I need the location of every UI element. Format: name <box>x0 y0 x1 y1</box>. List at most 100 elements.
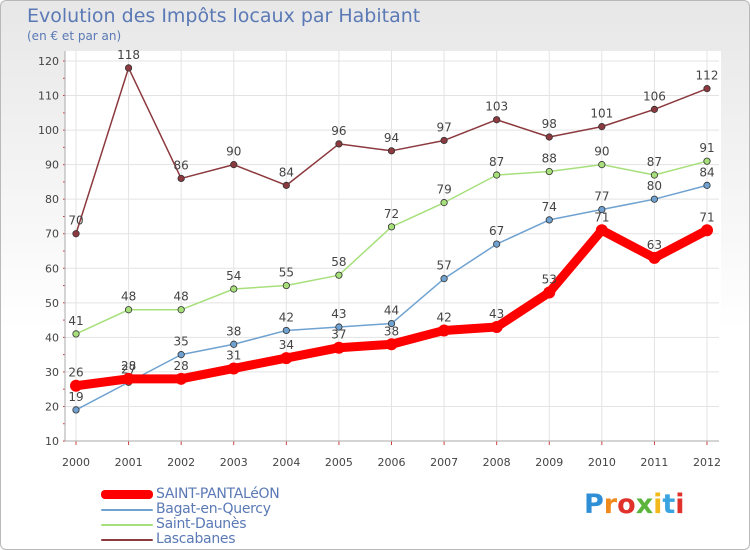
y-tick-label: 120 <box>38 55 59 68</box>
data-label: 103 <box>485 100 508 114</box>
x-tick-label: 2006 <box>378 456 406 469</box>
data-label: 38 <box>384 324 399 338</box>
data-label: 79 <box>436 183 451 197</box>
data-point <box>122 372 135 385</box>
data-point <box>598 161 606 169</box>
data-label: 98 <box>542 117 557 131</box>
data-point <box>177 174 185 183</box>
data-label: 84 <box>699 165 714 179</box>
data-label: 77 <box>594 190 609 204</box>
legend-item: Bagat-en-Quercy <box>101 502 279 517</box>
data-point <box>490 321 503 333</box>
x-tick-label: 2004 <box>272 456 300 469</box>
data-point <box>282 181 290 189</box>
data-point <box>545 133 553 141</box>
data-label: 74 <box>542 200 557 214</box>
chart-legend: SAINT-PANTALéON Bagat-en-Quercy Saint-Daun… <box>101 486 280 547</box>
logo-letter: i <box>675 489 685 520</box>
data-point <box>545 216 553 224</box>
legend-item: SAINT-PANTALéON <box>101 486 280 502</box>
legend-label: Lascabanes <box>156 531 236 547</box>
data-label: 44 <box>384 304 399 318</box>
data-point <box>595 224 608 237</box>
x-tick-label: 2001 <box>115 456 143 469</box>
data-label: 34 <box>279 338 294 352</box>
data-point <box>648 251 661 264</box>
data-label: 48 <box>121 290 136 304</box>
data-point <box>177 306 185 314</box>
data-label: 19 <box>68 390 83 404</box>
y-tick-label: 50 <box>45 297 59 310</box>
data-point <box>703 157 711 165</box>
data-point <box>335 140 343 148</box>
legend-item: Saint-Daunès <box>101 517 279 532</box>
series-bagat-en-quercy: 19 27 35 38 42 43 44 57 67 74 77 80 84 <box>68 165 715 414</box>
y-tick-label: 30 <box>45 366 59 379</box>
data-point <box>124 64 133 72</box>
data-point <box>543 286 556 299</box>
data-label: 97 <box>436 120 451 134</box>
data-label: 48 <box>174 290 189 304</box>
data-label: 37 <box>331 328 346 342</box>
y-tick-label: 40 <box>45 331 59 344</box>
data-point <box>227 362 240 375</box>
x-tick-label: 2007 <box>430 456 458 469</box>
data-point <box>701 224 713 237</box>
data-label: 112 <box>696 69 719 83</box>
y-tick-label: 80 <box>45 193 59 206</box>
data-label: 86 <box>174 158 189 172</box>
chart-title: Evolution des Impôts locaux par Habitant <box>27 5 421 27</box>
data-point <box>438 324 451 337</box>
data-point <box>493 171 501 179</box>
data-point <box>335 323 343 331</box>
data-point <box>332 341 345 354</box>
x-tick-label: 2008 <box>483 456 511 469</box>
data-point <box>72 406 80 414</box>
data-point <box>440 199 448 207</box>
y-tick-label: 110 <box>38 90 59 103</box>
y-tick-label: 70 <box>45 228 59 241</box>
data-label: 28 <box>121 359 136 373</box>
y-tick-label: 20 <box>45 400 59 413</box>
data-point <box>703 85 711 93</box>
legend-label: SAINT-PANTALéON <box>156 486 280 502</box>
data-point <box>335 271 343 279</box>
data-point <box>230 340 238 348</box>
data-point <box>387 223 396 231</box>
legend-swatch <box>101 508 153 511</box>
data-label: 42 <box>436 310 451 324</box>
y-tick-label: 100 <box>38 124 59 137</box>
legend-swatch <box>101 523 153 526</box>
data-point <box>282 281 290 290</box>
legend-swatch <box>101 538 153 541</box>
data-point <box>650 195 659 203</box>
y-tick-label: 90 <box>45 159 59 172</box>
data-label: 41 <box>68 314 83 328</box>
data-point <box>440 275 448 283</box>
data-point <box>545 167 553 176</box>
logo-letter: i <box>653 489 663 520</box>
data-label: 57 <box>436 259 451 273</box>
logo-letter: o <box>617 489 636 520</box>
data-point <box>493 116 501 124</box>
data-label: 58 <box>331 255 346 269</box>
data-point <box>598 205 606 214</box>
series-saint-daun-s: 41 48 48 54 55 58 72 79 87 88 90 87 91 <box>68 141 715 338</box>
data-point <box>175 372 188 385</box>
data-point <box>650 171 659 179</box>
data-label: 90 <box>226 145 241 159</box>
data-point <box>124 306 133 314</box>
x-tick-label: 2009 <box>535 456 563 469</box>
logo-letter: r <box>603 489 618 520</box>
data-label: 94 <box>384 131 399 145</box>
logo-letter: P <box>584 489 604 520</box>
data-label: 38 <box>226 324 241 338</box>
data-label: 67 <box>489 224 504 238</box>
data-label: 101 <box>590 107 613 121</box>
data-label: 118 <box>117 48 140 62</box>
data-point <box>280 352 293 365</box>
data-label: 27 <box>121 362 136 376</box>
series-saint-pantal-on: 26 28 28 31 34 37 38 42 43 53 71 63 71 <box>68 210 715 392</box>
data-point <box>440 136 448 145</box>
